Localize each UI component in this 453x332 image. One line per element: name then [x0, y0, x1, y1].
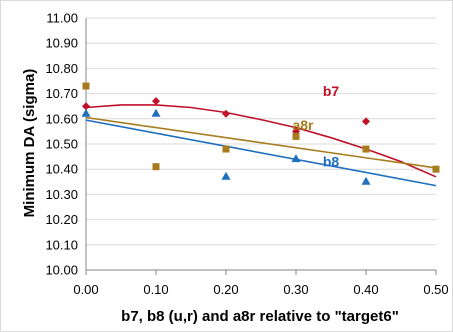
y-tick-labels: 10.00 10.10 10.20 10.30 10.40 10.50 10.60 10.70…	[45, 11, 78, 278]
data-point-a8r	[292, 132, 300, 140]
data-point-b8	[81, 108, 91, 117]
x-tick-label: 0.00	[73, 282, 98, 297]
trendline-b8	[85, 119, 437, 187]
data-point-a8r	[362, 145, 370, 153]
data-point-a8r	[432, 165, 440, 173]
trendlines	[85, 104, 437, 187]
x-tick-label: 0.30	[283, 282, 308, 297]
data-point-b7	[222, 109, 230, 118]
data-point-b8	[361, 176, 371, 185]
y-tick-label: 10.80	[45, 61, 78, 76]
data-point-b8	[291, 154, 301, 163]
x-tick-label: 0.10	[143, 282, 168, 297]
data-markers	[81, 82, 440, 185]
series-label-a8r: a8r	[292, 117, 314, 133]
y-tick-label: 10.70	[45, 86, 78, 101]
y-tick-label: 10.10	[45, 237, 78, 252]
data-point-b8	[151, 108, 161, 117]
x-tick-labels: 0.00 0.10 0.20 0.30 0.40 0.50	[73, 282, 448, 297]
data-point-a8r	[152, 163, 160, 171]
x-tick-label: 0.50	[423, 282, 448, 297]
data-point-b7	[82, 102, 90, 111]
gridlines	[86, 17, 436, 246]
data-point-a8r	[222, 145, 230, 153]
y-tick-label: 10.50	[45, 137, 78, 152]
axes	[85, 18, 437, 275]
data-point-b7	[152, 97, 160, 106]
y-tick-label: 10.90	[45, 36, 78, 51]
y-tick-label: 10.00	[45, 263, 78, 278]
data-point-b8	[221, 171, 231, 180]
y-tick-label: 10.40	[45, 162, 78, 177]
series-labels: b7 a8r b8	[292, 83, 339, 170]
y-axis-title: Minimum DA (sigma)	[21, 69, 38, 218]
y-tick-label: 11.00	[46, 11, 78, 26]
y-tick-label: 10.30	[45, 187, 78, 202]
y-tick-label: 10.60	[45, 111, 78, 126]
data-point-a8r	[82, 82, 90, 90]
series-label-b8: b8	[323, 154, 340, 170]
x-tick-label: 0.40	[353, 282, 378, 297]
trendline-a8r	[85, 116, 437, 169]
data-point-b7	[362, 117, 370, 126]
series-label-b7: b7	[323, 83, 340, 99]
y-tick-label: 10.20	[45, 212, 78, 227]
trendline-b7	[85, 104, 437, 178]
x-axis-title: b7, b8 (u,r) and a8r relative to "target…	[121, 308, 399, 325]
x-tick-label: 0.20	[213, 282, 238, 297]
